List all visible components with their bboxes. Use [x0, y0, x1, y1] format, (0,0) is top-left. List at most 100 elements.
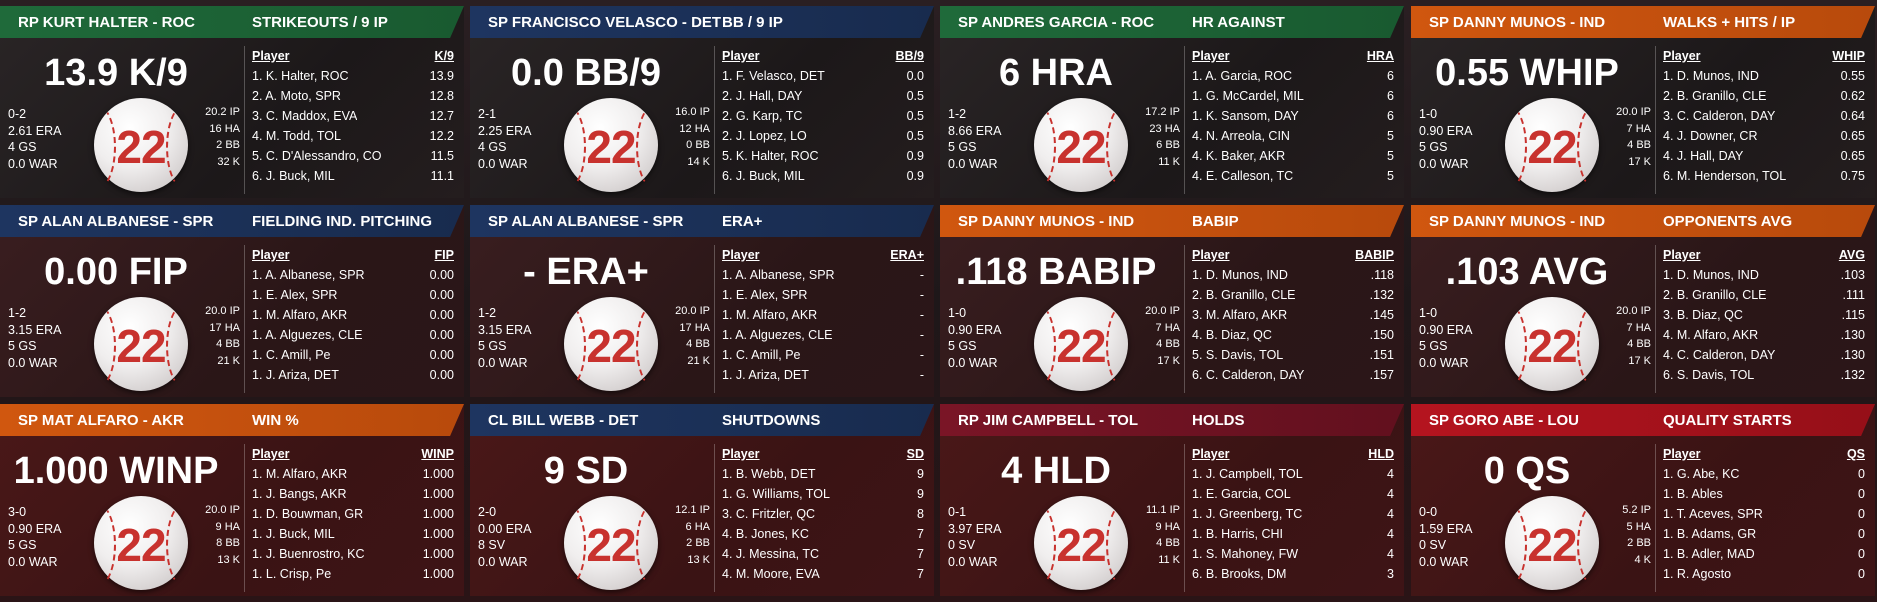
leader-row[interactable]: 6. C. Calderon, DAY .157	[1192, 365, 1394, 385]
leader-row[interactable]: 6. B. Brooks, DM 3	[1192, 564, 1394, 584]
leader-row[interactable]: 1. J. Bangs, AKR 1.000	[252, 484, 454, 504]
leader-row[interactable]: 2. J. Lopez, LO 0.5	[722, 126, 924, 146]
column-player-header[interactable]: Player	[252, 248, 290, 262]
leader-row[interactable]: 1. T. Aceves, SPR 0	[1663, 504, 1865, 524]
leader-row[interactable]: 4. C. Calderon, DAY .130	[1663, 345, 1865, 365]
leader-row[interactable]: 4. J. Hall, DAY 0.65	[1663, 146, 1865, 166]
leader-row[interactable]: 1. J. Ariza, DET -	[722, 365, 924, 385]
leader-row[interactable]: 5. C. D'Alessandro, CO 11.5	[252, 146, 454, 166]
leader-row[interactable]: 1. F. Velasco, DET 0.0	[722, 66, 924, 86]
leader-card[interactable]: SP DANNY MUNOS - IND WALKS + HITS / IP 0…	[1411, 6, 1875, 198]
leader-row[interactable]: 1. J. Buenrostro, KC 1.000	[252, 544, 454, 564]
column-stat-header[interactable]: K/9	[434, 49, 454, 63]
leader-row[interactable]: 4. J. Downer, CR 0.65	[1663, 126, 1865, 146]
leader-row[interactable]: 4. E. Calleson, TC 5	[1192, 166, 1394, 186]
leader-row[interactable]: 1. E. Alex, SPR -	[722, 285, 924, 305]
column-player-header[interactable]: Player	[722, 49, 760, 63]
leader-row[interactable]: 1. G. Abe, KC 0	[1663, 464, 1865, 484]
leader-row[interactable]: 2. B. Granillo, CLE 0.62	[1663, 86, 1865, 106]
leader-row[interactable]: 4. M. Moore, EVA 7	[722, 564, 924, 584]
leader-row[interactable]: 1. K. Sansom, DAY 6	[1192, 106, 1394, 126]
leader-row[interactable]: 4. N. Arreola, CIN 5	[1192, 126, 1394, 146]
leader-row[interactable]: 1. M. Alfaro, AKR -	[722, 305, 924, 325]
leader-row[interactable]: 3. B. Diaz, QC .115	[1663, 305, 1865, 325]
leader-row[interactable]: 2. B. Granillo, CLE .132	[1192, 285, 1394, 305]
leader-row[interactable]: 1. B. Adams, GR 0	[1663, 524, 1865, 544]
column-stat-header[interactable]: SD	[906, 447, 924, 461]
leader-row[interactable]: 1. A. Albanese, SPR -	[722, 265, 924, 285]
leader-row[interactable]: 1. A. Alguezes, CLE 0.00	[252, 325, 454, 345]
column-player-header[interactable]: Player	[1192, 447, 1230, 461]
leader-card[interactable]: RP KURT HALTER - ROC STRIKEOUTS / 9 IP 1…	[0, 6, 464, 198]
column-stat-header[interactable]: QS	[1846, 447, 1865, 461]
column-stat-header[interactable]: HRA	[1366, 49, 1394, 63]
leader-row[interactable]: 1. J. Ariza, DET 0.00	[252, 365, 454, 385]
leader-row[interactable]: 1. S. Mahoney, FW 4	[1192, 544, 1394, 564]
leader-row[interactable]: 3. C. Maddox, EVA 12.7	[252, 106, 454, 126]
leader-row[interactable]: 2. A. Moto, SPR 12.8	[252, 86, 454, 106]
leader-row[interactable]: 4. M. Alfaro, AKR .130	[1663, 325, 1865, 345]
leader-row[interactable]: 4. K. Baker, AKR 5	[1192, 146, 1394, 166]
leader-row[interactable]: 3. C. Fritzler, QC 8	[722, 504, 924, 524]
column-stat-header[interactable]: ERA+	[890, 248, 924, 262]
leader-row[interactable]: 6. J. Buck, MIL 11.1	[252, 166, 454, 186]
leader-row[interactable]: 1. D. Munos, IND .118	[1192, 265, 1394, 285]
leader-card[interactable]: CL BILL WEBB - DET SHUTDOWNS 9 SD 2-0 0.…	[470, 404, 934, 596]
column-player-header[interactable]: Player	[1192, 248, 1230, 262]
leader-row[interactable]: 6. S. Davis, TOL .132	[1663, 365, 1865, 385]
leader-card[interactable]: RP JIM CAMPBELL - TOL HOLDS 4 HLD 0-1 3.…	[940, 404, 1404, 596]
leader-row[interactable]: 2. G. Karp, TC 0.5	[722, 106, 924, 126]
leader-row[interactable]: 4. B. Jones, KC 7	[722, 524, 924, 544]
column-stat-header[interactable]: WINP	[421, 447, 454, 461]
leader-row[interactable]: 1. E. Alex, SPR 0.00	[252, 285, 454, 305]
leader-row[interactable]: 3. C. Calderon, DAY 0.64	[1663, 106, 1865, 126]
leader-row[interactable]: 5. K. Halter, ROC 0.9	[722, 146, 924, 166]
leader-card[interactable]: SP GORO ABE - LOU QUALITY STARTS 0 QS 0-…	[1411, 404, 1875, 596]
leader-card[interactable]: SP FRANCISCO VELASCO - DET BB / 9 IP 0.0…	[470, 6, 934, 198]
leader-row[interactable]: 4. J. Messina, TC 7	[722, 544, 924, 564]
leader-row[interactable]: 4. M. Todd, TOL 12.2	[252, 126, 454, 146]
leader-row[interactable]: 1. J. Campbell, TOL 4	[1192, 464, 1394, 484]
leader-card[interactable]: SP DANNY MUNOS - IND OPPONENTS AVG .103 …	[1411, 205, 1875, 397]
column-player-header[interactable]: Player	[1663, 248, 1701, 262]
leader-row[interactable]: 1. D. Bouwman, GR 1.000	[252, 504, 454, 524]
column-stat-header[interactable]: BABIP	[1355, 248, 1394, 262]
leader-row[interactable]: 1. G. McCardel, MIL 6	[1192, 86, 1394, 106]
leader-row[interactable]: 1. A. Garcia, ROC 6	[1192, 66, 1394, 86]
leader-row[interactable]: 1. B. Ables 0	[1663, 484, 1865, 504]
column-stat-header[interactable]: AVG	[1838, 248, 1865, 262]
leader-row[interactable]: 1. M. Alfaro, AKR 0.00	[252, 305, 454, 325]
column-player-header[interactable]: Player	[722, 248, 760, 262]
leader-row[interactable]: 1. R. Agosto 0	[1663, 564, 1865, 584]
column-player-header[interactable]: Player	[252, 447, 290, 461]
leader-row[interactable]: 1. B. Webb, DET 9	[722, 464, 924, 484]
leader-row[interactable]: 1. A. Albanese, SPR 0.00	[252, 265, 454, 285]
column-player-header[interactable]: Player	[722, 447, 760, 461]
leader-row[interactable]: 2. J. Hall, DAY 0.5	[722, 86, 924, 106]
leader-row[interactable]: 1. M. Alfaro, AKR 1.000	[252, 464, 454, 484]
leader-row[interactable]: 1. D. Munos, IND 0.55	[1663, 66, 1865, 86]
leader-card[interactable]: SP ALAN ALBANESE - SPR ERA+ - ERA+ 1-2 3…	[470, 205, 934, 397]
leader-row[interactable]: 1. B. Adler, MAD 0	[1663, 544, 1865, 564]
column-player-header[interactable]: Player	[1192, 49, 1230, 63]
leader-row[interactable]: 6. J. Buck, MIL 0.9	[722, 166, 924, 186]
leader-card[interactable]: SP ALAN ALBANESE - SPR FIELDING IND. PIT…	[0, 205, 464, 397]
column-player-header[interactable]: Player	[1663, 49, 1701, 63]
leader-card[interactable]: SP ANDRES GARCIA - ROC HR AGAINST 6 HRA …	[940, 6, 1404, 198]
leader-row[interactable]: 1. B. Harris, CHI 4	[1192, 524, 1394, 544]
column-stat-header[interactable]: BB/9	[895, 49, 924, 63]
leader-row[interactable]: 1. A. Alguezes, CLE -	[722, 325, 924, 345]
leader-row[interactable]: 5. S. Davis, TOL .151	[1192, 345, 1394, 365]
column-stat-header[interactable]: HLD	[1368, 447, 1394, 461]
leader-card[interactable]: SP MAT ALFARO - AKR WIN % 1.000 WINP 3-0…	[0, 404, 464, 596]
leader-row[interactable]: 1. J. Greenberg, TC 4	[1192, 504, 1394, 524]
leader-row[interactable]: 1. E. Garcia, COL 4	[1192, 484, 1394, 504]
leader-row[interactable]: 1. C. Amill, Pe 0.00	[252, 345, 454, 365]
leader-row[interactable]: 2. B. Granillo, CLE .111	[1663, 285, 1865, 305]
leader-card[interactable]: SP DANNY MUNOS - IND BABIP .118 BABIP 1-…	[940, 205, 1404, 397]
leader-row[interactable]: 3. M. Alfaro, AKR .145	[1192, 305, 1394, 325]
column-player-header[interactable]: Player	[1663, 447, 1701, 461]
leader-row[interactable]: 1. C. Amill, Pe -	[722, 345, 924, 365]
leader-row[interactable]: 6. M. Henderson, TOL 0.75	[1663, 166, 1865, 186]
leader-row[interactable]: 1. K. Halter, ROC 13.9	[252, 66, 454, 86]
